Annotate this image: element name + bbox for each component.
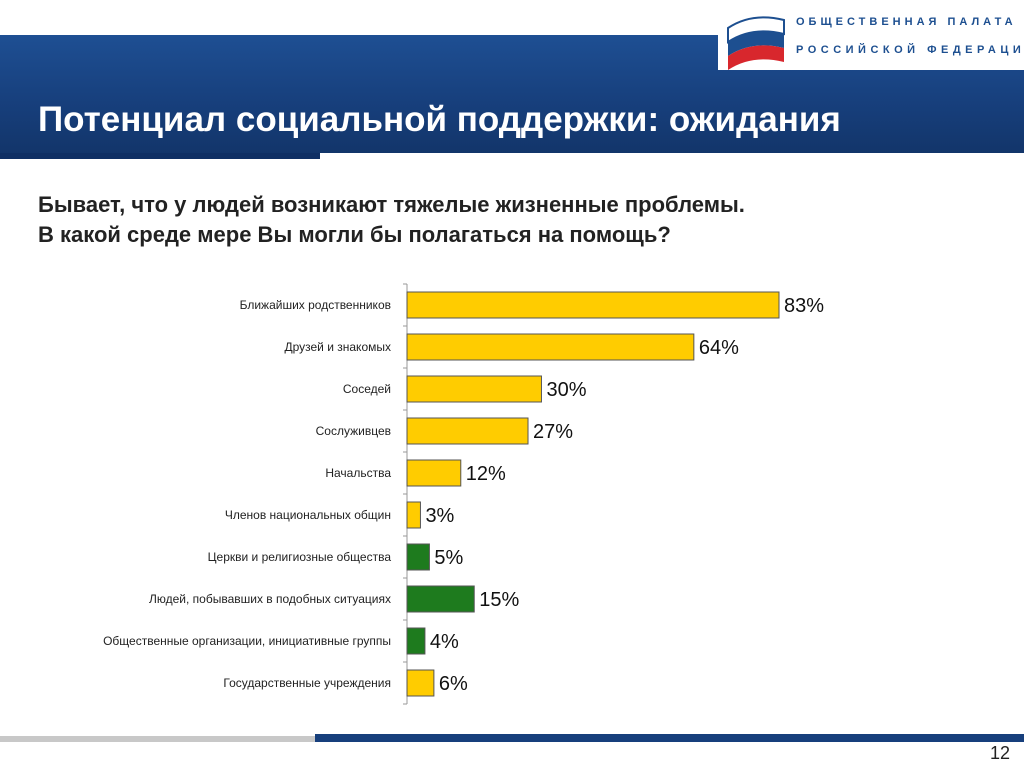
bar bbox=[406, 375, 542, 403]
bar bbox=[406, 627, 426, 655]
header-band-gap bbox=[320, 153, 1024, 159]
bar bbox=[406, 543, 430, 571]
category-label: Государственные учреждения bbox=[223, 676, 391, 690]
question-line1: Бывает, что у людей возникают тяжелые жи… bbox=[38, 192, 745, 217]
footer-bar-left bbox=[0, 736, 315, 742]
category-label: Друзей и знакомых bbox=[284, 340, 391, 354]
bar bbox=[406, 669, 435, 697]
value-label: 83% bbox=[784, 295, 824, 317]
bar bbox=[406, 585, 475, 613]
value-label: 12% bbox=[466, 463, 506, 485]
logo-line2: РОССИЙСКОЙ ФЕДЕРАЦИИ bbox=[796, 44, 1024, 56]
bar bbox=[406, 291, 780, 319]
value-label: 4% bbox=[430, 631, 459, 653]
category-label: Людей, побывавших в подобных ситуациях bbox=[149, 592, 391, 606]
value-label: 27% bbox=[533, 421, 573, 443]
logo-line1: ОБЩЕСТВЕННАЯ ПАЛАТА bbox=[796, 16, 1017, 28]
value-label: 30% bbox=[546, 379, 586, 401]
category-label: Начальства bbox=[325, 466, 391, 480]
question-line2: В какой среде мере Вы могли бы полагатьс… bbox=[38, 222, 671, 247]
question-text: Бывает, что у людей возникают тяжелые жи… bbox=[38, 190, 745, 250]
page-title: Потенциал социальной поддержки: ожидания bbox=[38, 100, 841, 139]
category-label: Церкви и религиозные общества bbox=[208, 550, 392, 564]
bar bbox=[406, 417, 529, 445]
value-label: 3% bbox=[425, 505, 454, 527]
bar bbox=[406, 501, 421, 529]
category-label: Членов национальных общин bbox=[225, 508, 391, 522]
category-label: Общественные организации, инициативные г… bbox=[103, 634, 391, 648]
category-label: Сослуживцев bbox=[316, 424, 391, 438]
value-label: 64% bbox=[699, 337, 739, 359]
value-label: 5% bbox=[434, 547, 463, 569]
flag-logo-icon bbox=[727, 16, 785, 70]
page-number: 12 bbox=[989, 743, 1010, 763]
bar bbox=[406, 333, 695, 361]
logo bbox=[718, 0, 1024, 70]
bar bbox=[406, 459, 462, 487]
value-label: 15% bbox=[479, 589, 519, 611]
category-label: Ближайших родственников bbox=[240, 298, 391, 312]
value-label: 6% bbox=[439, 673, 468, 695]
footer-bar-right bbox=[315, 734, 1024, 742]
category-label: Соседей bbox=[343, 382, 391, 396]
header-band-underline bbox=[0, 153, 320, 159]
